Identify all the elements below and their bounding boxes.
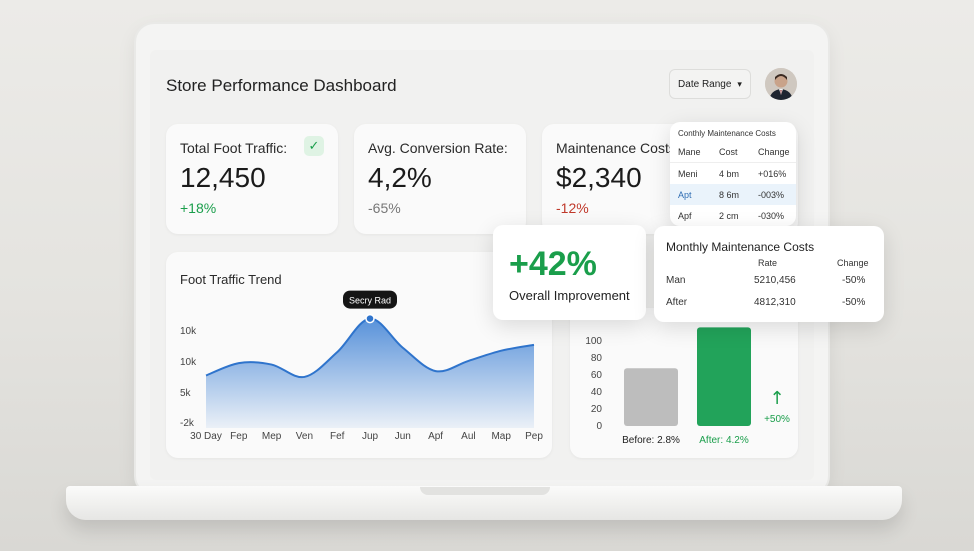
bar-y-tick-label: 80 [591,353,603,364]
conversion-delta: -65% [368,200,401,216]
before-after-chart: 0 20 40 60 80 100 Before: 2.8% After: 4.2% ↑ +50% [585,327,790,446]
date-range-button[interactable]: Date Range ▾ [669,69,751,99]
mini-maintenance-table: Conthly Maintenance Costs Mane Cost Chan… [670,122,796,226]
monthly-table-title: Monthly Maintenance Costs [666,240,815,254]
checkmark-icon: ✓ [304,136,324,156]
mini-row-cost: 8 6m [719,190,740,200]
trend-y-tick-label: 10k [180,357,197,368]
mini-table-header-name: Mane [678,147,701,157]
mini-row-name: Meni [678,169,698,179]
monthly-row-rate: 5210,456 [754,275,796,286]
arrow-up-icon: ↑ [769,388,784,409]
foot-traffic-delta: +18% [180,200,217,216]
trend-x-tick-label: Mep [262,431,282,442]
trend-tooltip-box [343,290,397,309]
table-row[interactable]: Apt 8 6m -003% [670,184,796,205]
foot-traffic-card: Total Foot Traffic: ✓ 12,450 +18% [166,124,338,234]
mini-table-header-cost: Cost [719,147,738,157]
foot-traffic-trend-card: Foot Traffic Trend -2k 5k 10k 10k 30 Day Fep M… [166,252,552,458]
trend-y-tick-label: 10k [180,326,197,337]
overall-improvement-card: +42% Overall Improvement [493,225,646,320]
trend-y-tick-label: -2k [180,418,195,429]
date-range-label: Date Range [678,78,732,90]
table-row[interactable]: After 4812,310 -50% [654,292,884,314]
trend-area-fill [206,318,534,428]
trend-x-tick-label: Ven [296,431,313,442]
trend-x-tick-label: 30 Day [190,431,222,442]
before-bar [624,368,678,426]
monthly-row-rate: 4812,310 [754,297,796,308]
trend-y-tick-label: 5k [180,388,192,399]
trend-x-tick-label: Map [491,431,511,442]
conversion-card: Avg. Conversion Rate: 4,2% -65% [354,124,526,234]
monthly-row-change: -50% [842,275,866,286]
trend-tooltip-label: Secry Rad [349,296,391,306]
mini-table-header-change: Change [758,147,790,157]
bar-y-tick-label: 100 [585,336,602,347]
chevron-down-icon: ▾ [737,78,742,89]
monthly-row-name: Man [666,275,686,286]
mini-row-cost: 2 cm [719,211,739,221]
mini-row-change: -030% [758,211,785,221]
maintenance-delta: -12% [556,200,589,216]
trend-chart: -2k 5k 10k 10k 30 Day Fep Mep Ven Fef Jup Jun Apf Au… [180,290,543,442]
improvement-value: +42% [509,245,597,283]
page-title: Store Performance Dashboard [166,76,397,95]
trend-x-tick-label: Jup [362,431,379,442]
foot-traffic-value: 12,450 [180,162,266,193]
trend-chart-title: Foot Traffic Trend [180,272,282,287]
dashboard-screen: Store Performance Dashboard Date Range ▾… [150,50,884,480]
table-row[interactable]: Apf 2 cm -030% [670,205,796,226]
conversion-value: 4,2% [368,162,432,193]
trend-x-tick-label: Fep [230,431,248,442]
maintenance-label: Maintenance Costs: [556,140,680,156]
trend-x-tick-label: Jun [395,431,411,442]
monthly-row-name: After [666,297,688,308]
trend-x-tick-label: Apf [428,431,443,442]
foot-traffic-label: Total Foot Traffic: [180,140,288,156]
mini-row-name: Apt [678,190,692,200]
after-bar [697,327,751,426]
trend-x-tick-label: Fef [330,431,345,442]
mini-row-cost: 4 bm [719,169,740,179]
table-row[interactable]: Man 5210,456 -50% [654,270,884,292]
trend-x-tick-label: Pep [525,431,543,442]
bar-y-tick-label: 60 [591,370,603,381]
mini-row-change: -003% [758,190,785,200]
improvement-label: Overall Improvement [509,288,630,303]
bar-category-label: After: 4.2% [699,435,749,446]
bar-annotation-label: +50% [764,414,790,425]
mini-table-title: Conthly Maintenance Costs [678,129,776,138]
mini-row-name: Apf [678,211,692,221]
avatar[interactable] [765,68,797,100]
mini-table-divider [670,162,796,163]
bar-y-tick-label: 40 [591,387,603,398]
monthly-header-rate: Rate [758,258,778,268]
user-avatar-icon [765,68,797,100]
monthly-row-change: -50% [842,297,866,308]
bar-y-tick-label: 0 [596,421,602,432]
maintenance-value: $2,340 [556,162,642,193]
before-after-card: 0 20 40 60 80 100 Before: 2.8% After: 4.2% ↑ +50% [570,308,798,458]
laptop-hinge [420,487,550,495]
mini-row-change: +016% [758,169,787,179]
table-row[interactable]: Meni 4 bm +016% [670,163,796,184]
monthly-maintenance-table: Monthly Maintenance Costs Rate Change Ma… [654,226,884,322]
monthly-header-change: Change [837,258,869,268]
trend-highlight-point [365,313,375,324]
trend-x-tick-label: Aul [461,431,475,442]
bar-y-tick-label: 20 [591,404,603,415]
bar-category-label: Before: 2.8% [622,435,680,446]
conversion-label: Avg. Conversion Rate: [368,140,508,156]
